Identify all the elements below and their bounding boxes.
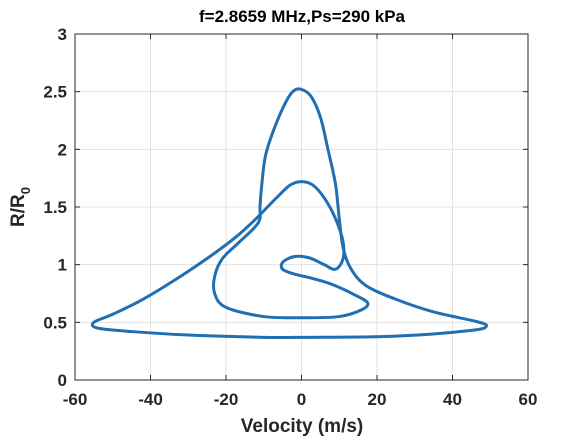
x-tick-label: -60 — [63, 390, 88, 409]
tick-marks — [74, 33, 529, 381]
y-axis-label-main: R/R — [8, 194, 29, 227]
x-tick-label: 40 — [443, 390, 462, 409]
chart-title: f=2.8659 MHz,Ps=290 kPa — [199, 7, 406, 26]
y-tick-label: 2.5 — [43, 83, 67, 102]
y-tick-label: 0.5 — [43, 313, 67, 332]
x-tick-label: 0 — [297, 390, 306, 409]
x-tick-label: 60 — [519, 390, 538, 409]
x-axis-label: Velocity (m/s) — [241, 416, 364, 437]
y-tick-label: 0 — [58, 371, 67, 390]
x-tick-labels: -60 -40 -20 0 20 40 60 — [63, 390, 538, 409]
x-tick-label: -40 — [138, 390, 163, 409]
y-axis-label: R/R0 — [8, 187, 33, 227]
y-axis-label-subscript: 0 — [18, 187, 33, 194]
x-tick-label: 20 — [368, 390, 387, 409]
y-tick-label: 1.5 — [43, 198, 67, 217]
y-tick-labels: 0 0.5 1 1.5 2 2.5 3 — [43, 25, 67, 390]
x-tick-label: -20 — [214, 390, 239, 409]
y-tick-label: 3 — [58, 25, 67, 44]
y-tick-label: 2 — [58, 140, 67, 159]
y-tick-label: 1 — [58, 256, 67, 275]
series-line — [90, 87, 489, 339]
